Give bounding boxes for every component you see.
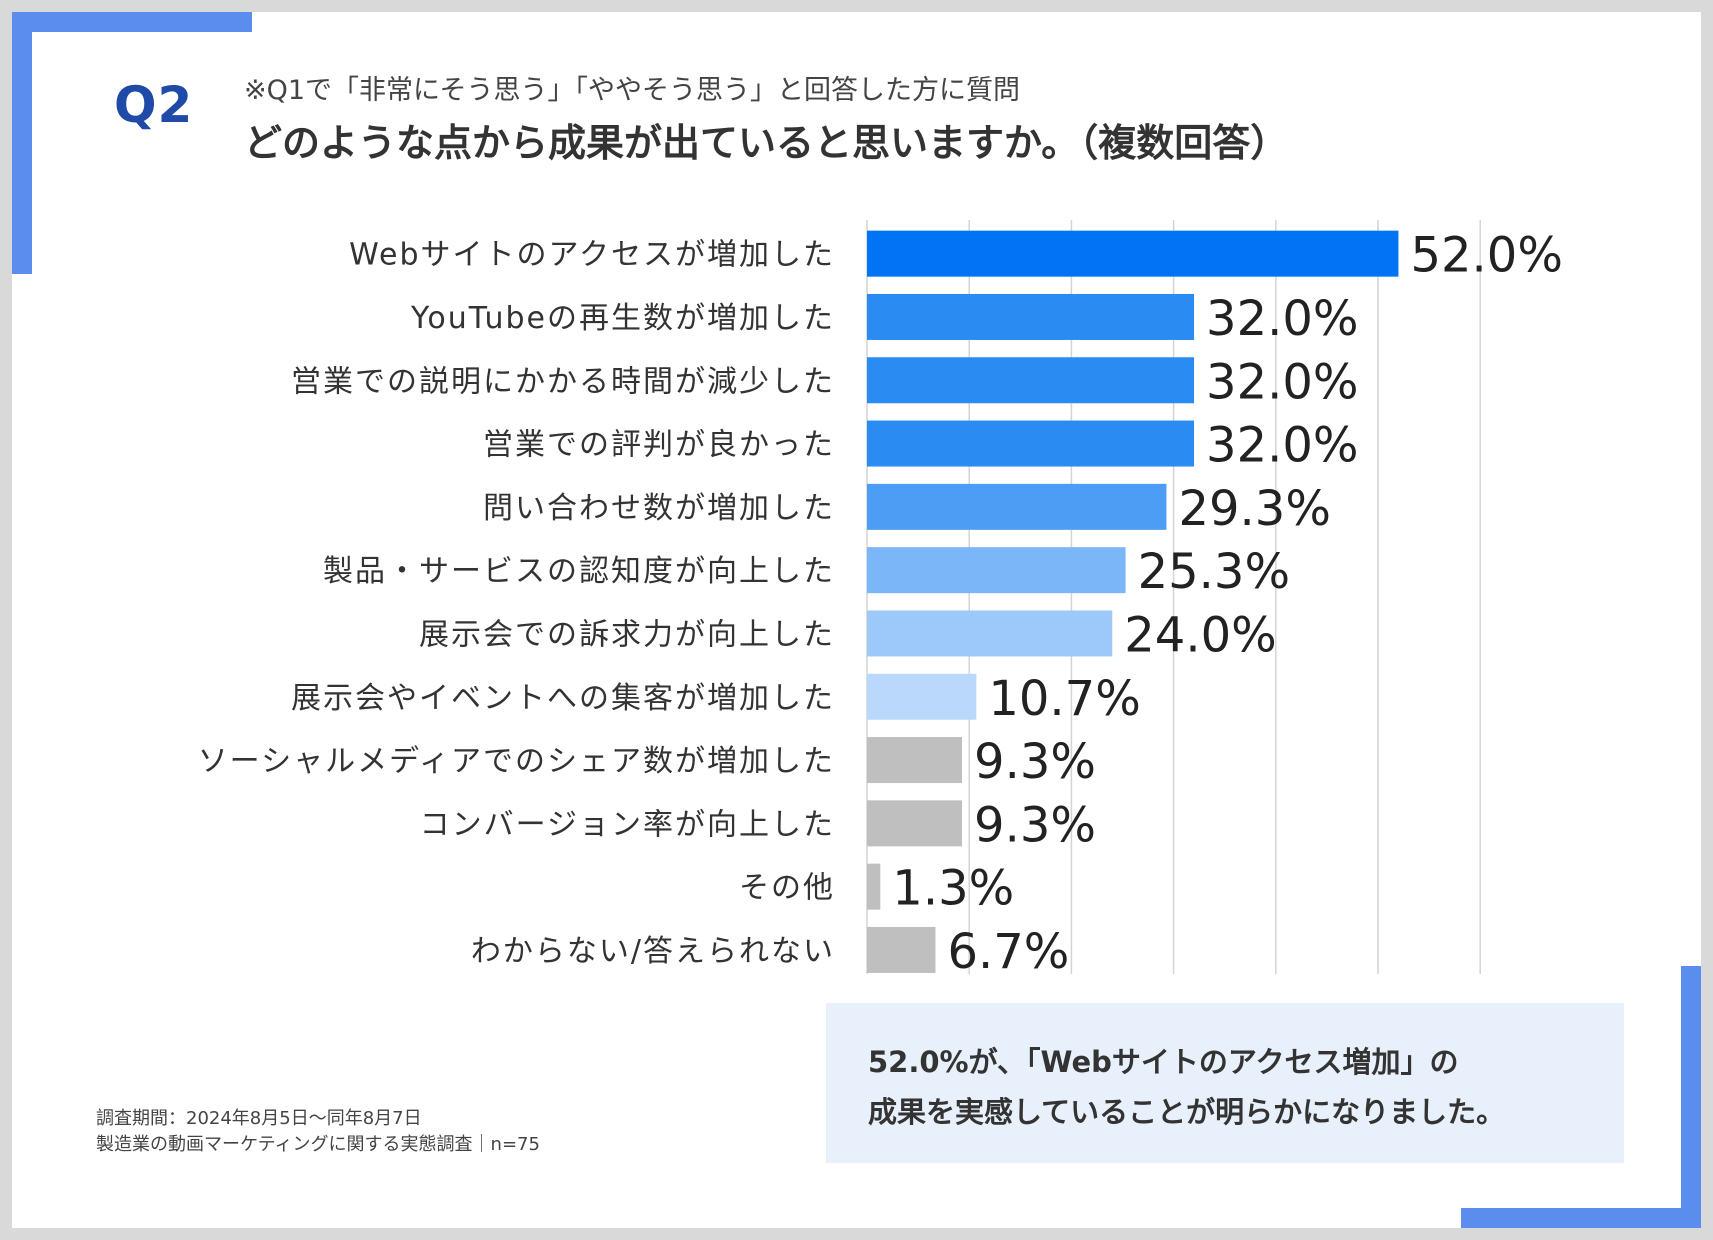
category-label-4: 営業での評判が良かった xyxy=(483,428,835,463)
value-label-1: 52.0% xyxy=(1410,228,1562,284)
category-label-9: ソーシャルメディアでのシェア数が増加した xyxy=(198,744,835,779)
category-label-8: 展示会やイベントへの集客が増加した xyxy=(291,681,835,716)
bar-2 xyxy=(867,293,1195,340)
value-label-3: 32.0% xyxy=(1206,354,1358,410)
value-label-4: 32.0% xyxy=(1206,418,1358,474)
question-title: どのような点から成果が出ていると思いますか。（複数回答） xyxy=(244,121,1289,165)
summary-line-2: 成果を実感していることが明らかになりました。 xyxy=(868,1095,1506,1129)
survey-name: 製造業の動画マーケティングに関する実態調査｜n=75 xyxy=(96,1134,540,1155)
bar-7 xyxy=(867,610,1113,657)
corner-accent-bottom-right xyxy=(1461,1208,1701,1228)
value-label-12: 6.7% xyxy=(947,924,1069,980)
bar-1 xyxy=(867,230,1399,277)
value-label-7: 24.0% xyxy=(1124,607,1276,663)
bar-chart: Webサイトのアクセスが増加した 52.0% YouTubeの再生数が増加した 32.… xyxy=(198,220,1563,980)
bar-12 xyxy=(867,926,936,973)
category-label-11: その他 xyxy=(739,871,835,906)
question-subtitle: ※Q1で「非常にそう思う」「ややそう思う」と回答した方に質問 xyxy=(244,75,1021,106)
value-label-11: 1.3% xyxy=(892,861,1014,917)
category-label-6: 製品・サービスの認知度が向上した xyxy=(323,554,835,589)
bar-11 xyxy=(867,863,881,910)
value-label-9: 9.3% xyxy=(974,734,1096,790)
category-label-2: YouTubeの再生数が増加した xyxy=(410,301,835,336)
bar-8 xyxy=(867,673,977,720)
bar-9 xyxy=(867,737,963,784)
bar-10 xyxy=(867,800,963,847)
corner-accent-top-left xyxy=(12,12,252,32)
category-label-1: Webサイトのアクセスが増加した xyxy=(349,238,835,273)
category-label-5: 問い合わせ数が増加した xyxy=(483,491,835,526)
value-label-2: 32.0% xyxy=(1206,291,1358,347)
corner-accent-top-left-vertical xyxy=(12,12,32,274)
category-label-7: 展示会での訴求力が向上した xyxy=(419,617,835,652)
value-label-10: 9.3% xyxy=(974,797,1096,853)
footnote: 調査期間：2024年8月5日～同年8月7日 製造業の動画マーケティングに関する実… xyxy=(96,1106,540,1158)
category-label-12: わからない/答えられない xyxy=(471,934,835,969)
summary-line-1: 52.0%が、「Webサイトのアクセス増加」の xyxy=(868,1045,1459,1079)
question-number: Q2 xyxy=(114,76,194,134)
bar-5 xyxy=(867,483,1167,530)
category-label-3: 営業での説明にかかる時間が減少した xyxy=(291,364,835,399)
bar-4 xyxy=(867,420,1195,467)
category-label-10: コンバージョン率が向上した xyxy=(420,807,835,842)
survey-period: 調査期間：2024年8月5日～同年8月7日 xyxy=(96,1108,422,1129)
bar-3 xyxy=(867,357,1195,404)
value-label-6: 25.3% xyxy=(1138,544,1290,600)
value-label-8: 10.7% xyxy=(988,671,1140,727)
corner-accent-bottom-right-vertical xyxy=(1681,966,1701,1228)
summary-box: 52.0%が、「Webサイトのアクセス増加」の 成果を実感していることが明らかに… xyxy=(826,1003,1624,1163)
value-label-5: 29.3% xyxy=(1178,481,1330,537)
bar-6 xyxy=(867,547,1126,594)
